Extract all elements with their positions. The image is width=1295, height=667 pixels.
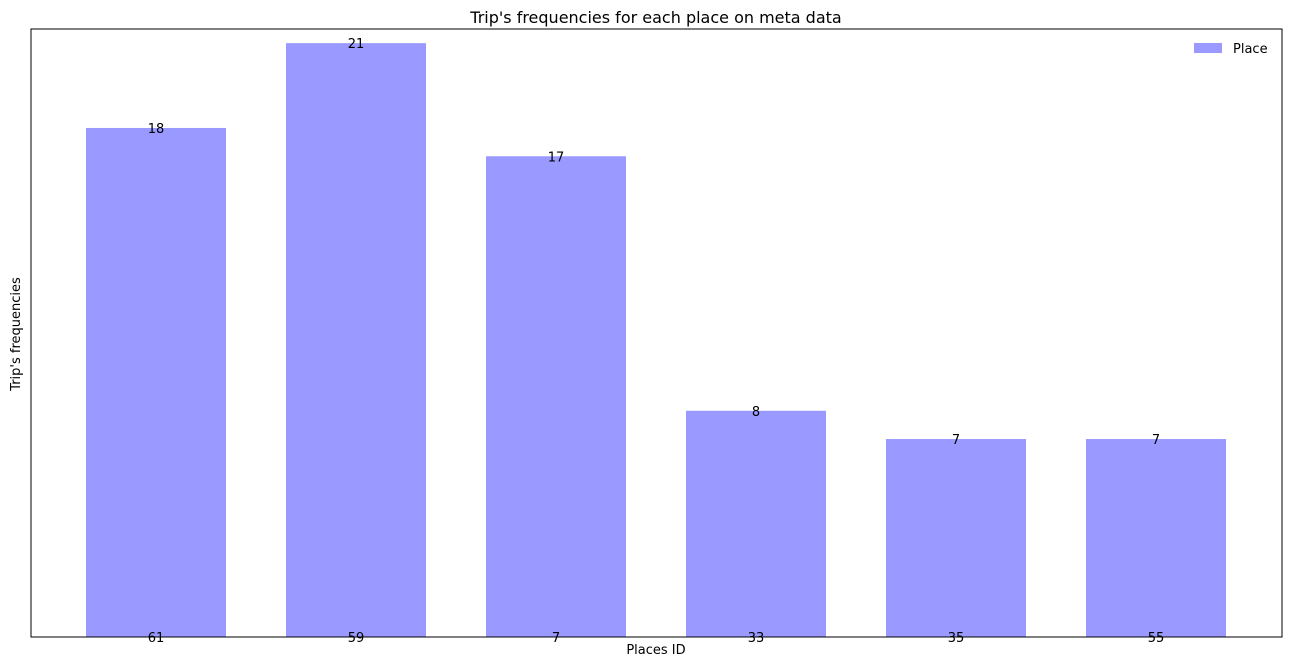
bar-35 (886, 439, 1026, 637)
data-label-59: 21 (348, 37, 365, 52)
data-label-61: 18 (148, 122, 165, 137)
x-tick-label-33: 33 (748, 631, 765, 646)
bar-59 (286, 43, 426, 638)
plot-area-frame (30, 28, 1283, 638)
x-axis-label: Places ID (626, 643, 685, 658)
bar-55 (1086, 439, 1226, 637)
y-axis-label: Trip's frequencies (9, 277, 24, 392)
bar-61 (86, 127, 226, 637)
x-tick-label-61: 61 (148, 631, 165, 646)
bar-7 (486, 156, 626, 638)
chart-title: Trip's frequencies for each place on met… (469, 8, 841, 27)
x-tick-label-59: 59 (348, 631, 365, 646)
data-labels-layer: 18 21 17 8 7 7 (148, 37, 1160, 448)
data-label-35: 7 (952, 433, 960, 448)
x-tick-label-35: 35 (948, 631, 965, 646)
bars-layer (86, 43, 1226, 638)
bar-33 (686, 410, 826, 637)
data-label-55: 7 (1152, 433, 1160, 448)
x-axis-tick-labels: 61 59 7 33 35 55 (148, 631, 1165, 646)
legend[interactable]: Place (1194, 42, 1268, 57)
x-tick-label-7: 7 (552, 631, 560, 646)
x-tick-label-55: 55 (1148, 631, 1165, 646)
legend-label-place: Place (1233, 42, 1268, 57)
data-label-7: 17 (548, 150, 565, 165)
data-label-33: 8 (752, 405, 760, 420)
legend-swatch-place (1194, 43, 1222, 53)
